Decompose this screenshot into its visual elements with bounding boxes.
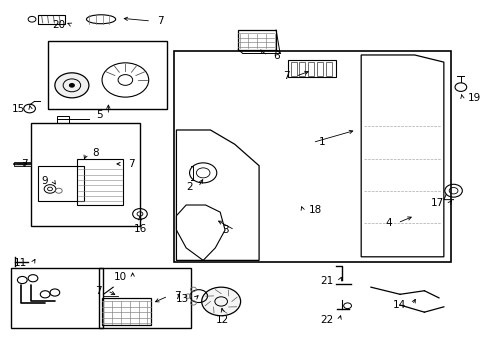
Text: 5: 5 <box>96 110 102 120</box>
Circle shape <box>55 73 89 98</box>
Bar <box>290 62 296 76</box>
Text: 6: 6 <box>273 51 280 61</box>
Text: 22: 22 <box>320 315 333 325</box>
Bar <box>30 123 140 226</box>
Bar <box>38 166 84 202</box>
Text: 7: 7 <box>174 291 180 301</box>
Text: 4: 4 <box>385 218 391 228</box>
Text: 7: 7 <box>21 159 27 169</box>
Bar <box>47 41 166 109</box>
Circle shape <box>201 287 240 316</box>
Text: 2: 2 <box>185 182 192 192</box>
Text: 18: 18 <box>308 205 321 215</box>
Bar <box>238 30 276 50</box>
Text: 17: 17 <box>430 198 443 208</box>
Text: 9: 9 <box>41 176 47 186</box>
Text: 19: 19 <box>467 93 480 103</box>
Text: 21: 21 <box>320 276 333 286</box>
Bar <box>307 62 313 76</box>
Text: 13: 13 <box>176 294 189 303</box>
Bar <box>38 15 65 24</box>
Text: 7: 7 <box>127 159 134 169</box>
Bar <box>174 51 450 262</box>
Bar <box>102 298 150 325</box>
Text: 3: 3 <box>222 225 228 235</box>
Circle shape <box>69 84 74 87</box>
Text: 16: 16 <box>133 224 146 234</box>
Bar <box>316 62 322 76</box>
Text: 20: 20 <box>52 19 65 30</box>
Bar <box>287 60 335 77</box>
Text: 7: 7 <box>283 71 289 81</box>
Text: 10: 10 <box>114 272 126 282</box>
Text: 11: 11 <box>14 258 27 268</box>
Text: 14: 14 <box>392 300 406 310</box>
Bar <box>325 62 331 76</box>
Bar <box>99 267 191 328</box>
Text: 8: 8 <box>92 148 99 158</box>
Text: 12: 12 <box>216 315 229 325</box>
Text: 15: 15 <box>11 104 25 114</box>
Text: 1: 1 <box>318 138 325 148</box>
Bar <box>299 62 305 76</box>
Bar <box>57 116 69 123</box>
Text: 7: 7 <box>95 286 102 296</box>
Text: 7: 7 <box>157 16 163 26</box>
Bar <box>77 158 122 205</box>
Bar <box>11 267 103 328</box>
Bar <box>14 162 30 166</box>
